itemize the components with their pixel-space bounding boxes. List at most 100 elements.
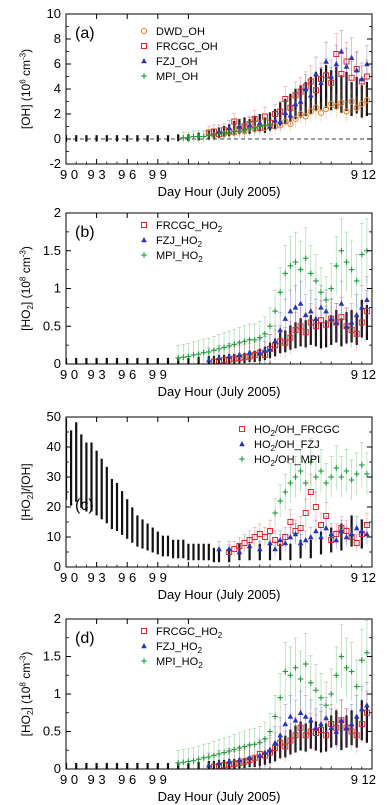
data-point [302,311,309,318]
legend-marker [140,27,148,35]
data-point [338,99,345,106]
legend-marker [141,237,147,243]
data-point [348,98,355,105]
data-point [236,549,243,555]
data-point [257,546,263,552]
data-point [277,327,283,333]
data-point [364,296,370,303]
panel-label: (d) [75,630,95,647]
y-tick-label: 6 [54,56,61,71]
data-point [308,92,314,98]
data-point [353,525,360,531]
data-point [262,347,268,353]
plot-marks [66,619,370,769]
data-point [359,528,365,534]
series-model [66,418,363,563]
data-point [226,546,232,552]
x-tick-label: 9 12 [351,367,376,382]
data-point [206,357,212,363]
data-point [353,311,360,318]
data-point [323,715,329,721]
data-point [348,74,355,81]
data-point [292,115,299,123]
data-point [359,304,365,310]
x-tick-label: 9 6 [118,772,136,787]
data-point [302,732,309,739]
x-tick-label: 9 6 [118,167,136,182]
data-point [328,79,335,86]
data-point [328,531,334,537]
legend-label: FRCGC_HO2 [156,626,223,640]
x-axis-title: Day Hour (July 2005) [158,789,281,804]
data-point [363,308,370,315]
x-tick-label: 9 12 [351,570,376,585]
legend-label: HO2/OH_MPI [254,454,320,468]
data-point [292,732,299,739]
y-tick-label: 8 [54,31,61,46]
data-point [343,534,350,540]
legend-marker [141,643,147,649]
data-point [328,73,334,79]
data-point [343,63,350,69]
legend-label: MPI_HO2 [156,656,203,670]
y-axis-title-group: [HO2]/[OH] [19,463,35,520]
data-point [333,537,340,543]
data-point [282,339,289,346]
data-point [282,109,289,115]
data-point [272,745,279,751]
data-point [302,329,309,336]
data-point [333,319,340,325]
legend-marker [141,43,147,49]
data-point [333,61,340,67]
data-point [338,300,345,306]
data-point [246,349,253,355]
data-point [267,528,273,534]
data-point [323,105,330,113]
plot-marks [66,218,370,364]
data-point [261,534,268,540]
panel-c: 0 10 20 30 40 50 9 0 9 3 9 6 9 9 9 12 Day Hour (Jul… [19,409,376,602]
legend-label: FZJ_OH [156,56,198,68]
data-point [353,540,360,546]
data-point [282,534,289,540]
data-point [313,724,319,730]
data-point [236,123,243,129]
data-point [226,124,232,130]
data-point [282,540,289,546]
data-point [267,540,273,546]
y-tick-label: 40 [47,439,61,454]
plot-marks [66,30,370,144]
data-point [323,308,329,314]
x-tick-label: 9 6 [118,570,136,585]
data-point [359,706,365,712]
data-point [272,546,278,552]
y-tick-label: 1.5 [43,649,61,664]
data-point [338,717,345,723]
plot-marks [66,418,370,563]
data-point [282,118,289,125]
x-tick-label: 9 6 [118,367,136,382]
data-point [318,727,324,733]
data-point [277,739,284,746]
data-point [313,315,319,321]
data-point [297,110,304,118]
data-point [287,334,294,341]
x-tick-label: 9 3 [88,167,106,182]
data-point [363,522,370,528]
legend-marker [141,222,147,228]
data-point [277,108,284,115]
data-point [333,103,340,110]
series-fzj-ho2 [206,276,370,364]
data-point [313,528,319,534]
data-point [297,88,304,95]
series-fzj-ho2 [206,681,370,769]
data-point [282,743,289,750]
data-point [353,67,360,73]
data-point [338,314,345,321]
y-axis-title: [OH] (106 cm-3) [18,49,33,129]
data-point [272,338,278,344]
x-axis-title: Day Hour (July 2005) [158,384,281,399]
data-point [236,757,243,763]
